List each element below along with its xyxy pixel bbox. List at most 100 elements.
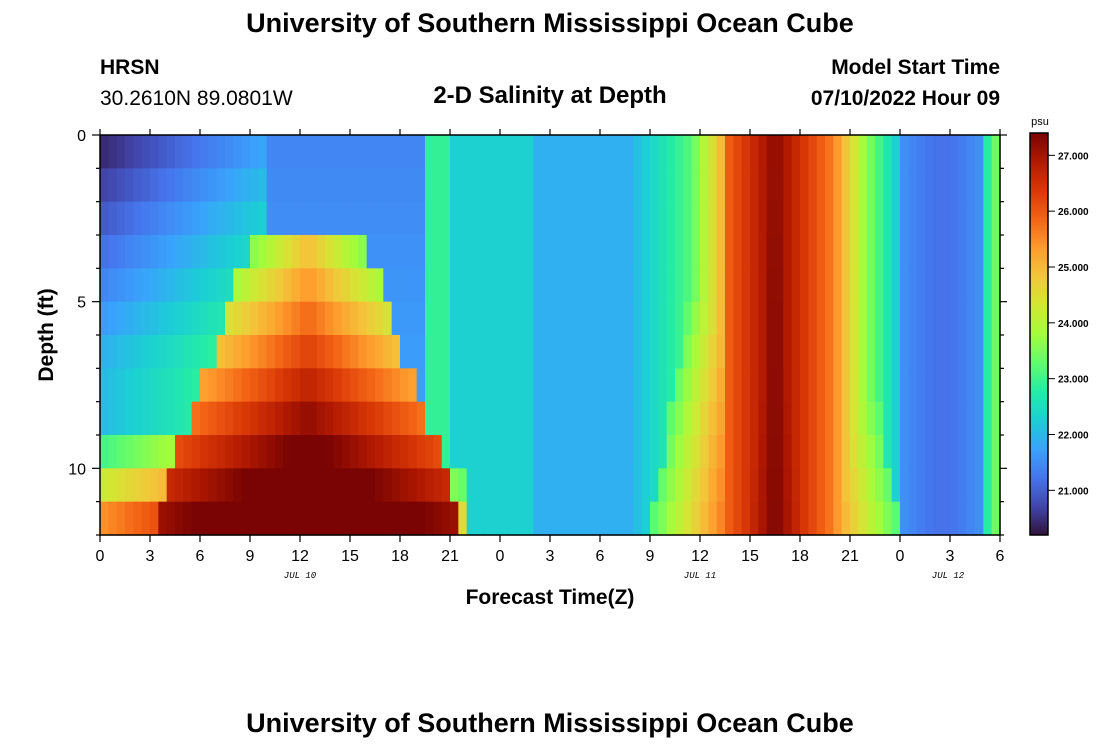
- heatmap-cell: [233, 435, 243, 469]
- heatmap-cell: [475, 201, 484, 236]
- heatmap-cell: [933, 468, 943, 503]
- heatmap-cell: [366, 235, 376, 269]
- heatmap-cell: [158, 201, 168, 236]
- heatmap-cell: [133, 335, 143, 369]
- heatmap-cell: [458, 335, 468, 369]
- heatmap-cell: [800, 468, 809, 503]
- heatmap-cell: [608, 268, 618, 303]
- heatmap-cell: [216, 168, 226, 203]
- heatmap-cell: [433, 401, 443, 436]
- heatmap-cell: [191, 168, 201, 203]
- chart-subtitle: 2-D Salinity at Depth: [433, 82, 667, 109]
- heatmap-cell: [475, 135, 484, 169]
- heatmap-cell: [233, 468, 243, 503]
- heatmap-cell: [716, 235, 726, 269]
- heatmap-cell: [725, 201, 734, 236]
- heatmap-cell: [625, 235, 634, 269]
- heatmap-cell: [666, 401, 676, 436]
- heatmap-cell: [808, 468, 818, 503]
- heatmap-cell: [516, 401, 526, 436]
- heatmap-cell: [683, 468, 693, 503]
- heatmap-cell: [541, 201, 551, 236]
- heatmap-cell: [575, 235, 584, 269]
- heatmap-cell: [308, 468, 318, 503]
- heatmap-cell: [958, 401, 968, 436]
- heatmap-cell: [158, 335, 168, 369]
- heatmap-cell: [708, 268, 718, 303]
- heatmap-cell: [875, 168, 884, 203]
- heatmap-cell: [275, 368, 284, 403]
- heatmap-cell: [833, 201, 843, 236]
- heatmap-cell: [133, 201, 143, 236]
- heatmap-cell: [908, 168, 918, 203]
- heatmap-cell: [841, 201, 851, 236]
- heatmap-cell: [600, 401, 609, 436]
- heatmap-cell: [650, 501, 659, 536]
- heatmap-cell: [641, 501, 651, 536]
- heatmap-cell: [533, 168, 543, 203]
- heatmap-cell: [175, 268, 184, 303]
- heatmap-cell: [191, 435, 201, 469]
- heatmap-cell: [458, 401, 468, 436]
- heatmap-cell: [375, 301, 384, 336]
- heatmap-cell: [233, 335, 243, 369]
- heatmap-cell: [591, 468, 601, 503]
- heatmap-cell: [500, 335, 509, 369]
- heatmap-cell: [841, 501, 851, 536]
- heatmap-cell: [958, 468, 968, 503]
- heatmap-cell: [750, 235, 759, 269]
- heatmap-cell: [908, 235, 918, 269]
- heatmap-cell: [708, 168, 718, 203]
- heatmap-cell: [150, 201, 159, 236]
- heatmap-cell: [691, 368, 701, 403]
- heatmap-cell: [566, 201, 576, 236]
- heatmap-cell: [541, 168, 551, 203]
- heatmap-cell: [258, 235, 268, 269]
- heatmap-cell: [425, 168, 434, 203]
- heatmap-cell: [858, 235, 868, 269]
- heatmap-cell: [100, 168, 109, 203]
- heatmap-cell: [408, 301, 418, 336]
- heatmap-cell: [516, 435, 526, 469]
- heatmap-cell: [466, 201, 476, 236]
- heatmap-cell: [483, 335, 493, 369]
- heatmap-cell: [316, 268, 326, 303]
- heatmap-cell: [533, 401, 543, 436]
- heatmap-cell: [350, 501, 359, 536]
- heatmap-cell: [316, 168, 326, 203]
- heatmap-cell: [483, 235, 493, 269]
- heatmap-cell: [841, 435, 851, 469]
- heatmap-cell: [700, 368, 709, 403]
- heatmap-cell: [216, 268, 226, 303]
- heatmap-cell: [600, 368, 609, 403]
- heatmap-cell: [558, 401, 568, 436]
- heatmap-cell: [866, 435, 876, 469]
- heatmap-cell: [300, 368, 309, 403]
- heatmap-cell: [766, 368, 776, 403]
- heatmap-cell: [816, 435, 826, 469]
- heatmap-cell: [583, 201, 593, 236]
- heatmap-cell: [800, 235, 809, 269]
- heatmap-cell: [866, 368, 876, 403]
- heatmap-cell: [791, 168, 801, 203]
- heatmap-cell: [558, 435, 568, 469]
- heatmap-cell: [883, 201, 893, 236]
- heatmap-cell: [141, 135, 151, 169]
- heatmap-cell: [925, 335, 934, 369]
- heatmap-cell: [141, 468, 151, 503]
- heatmap-cell: [100, 401, 109, 436]
- heatmap-cell: [166, 501, 176, 536]
- heatmap-cell: [758, 468, 768, 503]
- heatmap-cell: [150, 235, 159, 269]
- heatmap-cell: [658, 435, 668, 469]
- heatmap-cell: [233, 168, 243, 203]
- heatmap-cell: [408, 468, 418, 503]
- heatmap-cell: [300, 268, 309, 303]
- heatmap-cell: [200, 435, 209, 469]
- heatmap-cell: [100, 335, 109, 369]
- heatmap-cell: [858, 168, 868, 203]
- heatmap-cell: [500, 201, 509, 236]
- heatmap-cell: [950, 435, 959, 469]
- heatmap-cell: [766, 501, 776, 536]
- x-tick-label: 15: [341, 548, 359, 565]
